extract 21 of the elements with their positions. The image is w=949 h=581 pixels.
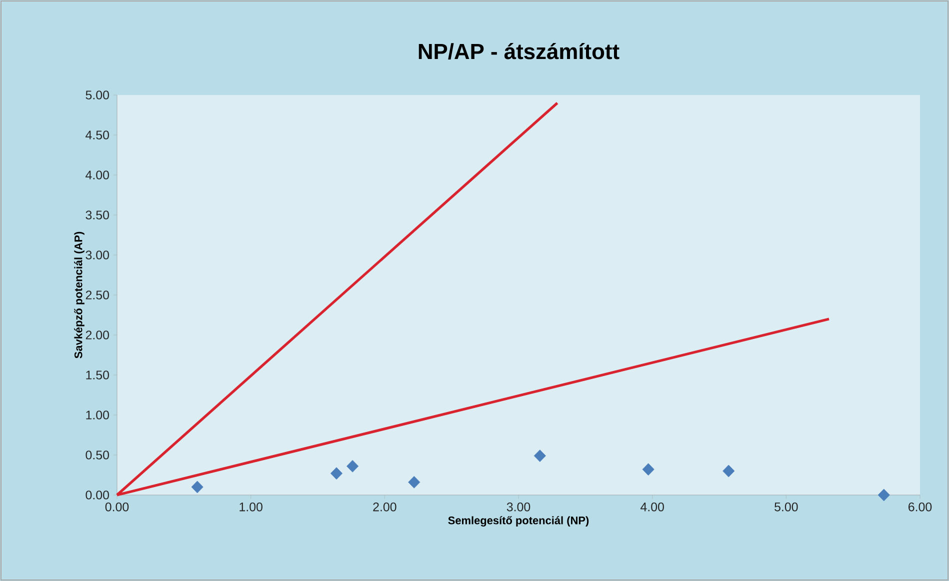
x-tick-label: 0.00 — [105, 502, 129, 512]
x-tick-label: 1.00 — [240, 502, 262, 512]
y-tick-label: 4.50 — [86, 130, 110, 140]
chart-title: NP/AP - átszámított — [418, 42, 620, 60]
y-tick-label: 0.00 — [86, 490, 110, 500]
x-tick-label: 4.00 — [640, 502, 664, 512]
y-tick-label: 5.00 — [86, 90, 110, 100]
x-tick-label: 2.00 — [373, 502, 396, 512]
x-tick-label: 3.00 — [506, 502, 530, 512]
x-axis-title: Semlegesítő potenciál (NP) — [448, 516, 589, 527]
y-tick-label: 2.00 — [86, 330, 110, 340]
y-tick-label: 3.50 — [86, 210, 110, 220]
y-tick-label: 2.50 — [86, 290, 110, 300]
y-tick-label: 0.50 — [86, 450, 110, 460]
y-tick-label: 1.00 — [86, 410, 110, 420]
y-tick-label: 4.00 — [86, 170, 110, 180]
y-axis-title: Savképző potenciál (AP) — [74, 232, 84, 358]
y-tick-label: 3.00 — [86, 250, 110, 260]
y-tick-label: 1.50 — [86, 370, 110, 380]
x-tick-label: 5.00 — [774, 502, 798, 512]
x-tick-label: 6.00 — [908, 502, 932, 512]
